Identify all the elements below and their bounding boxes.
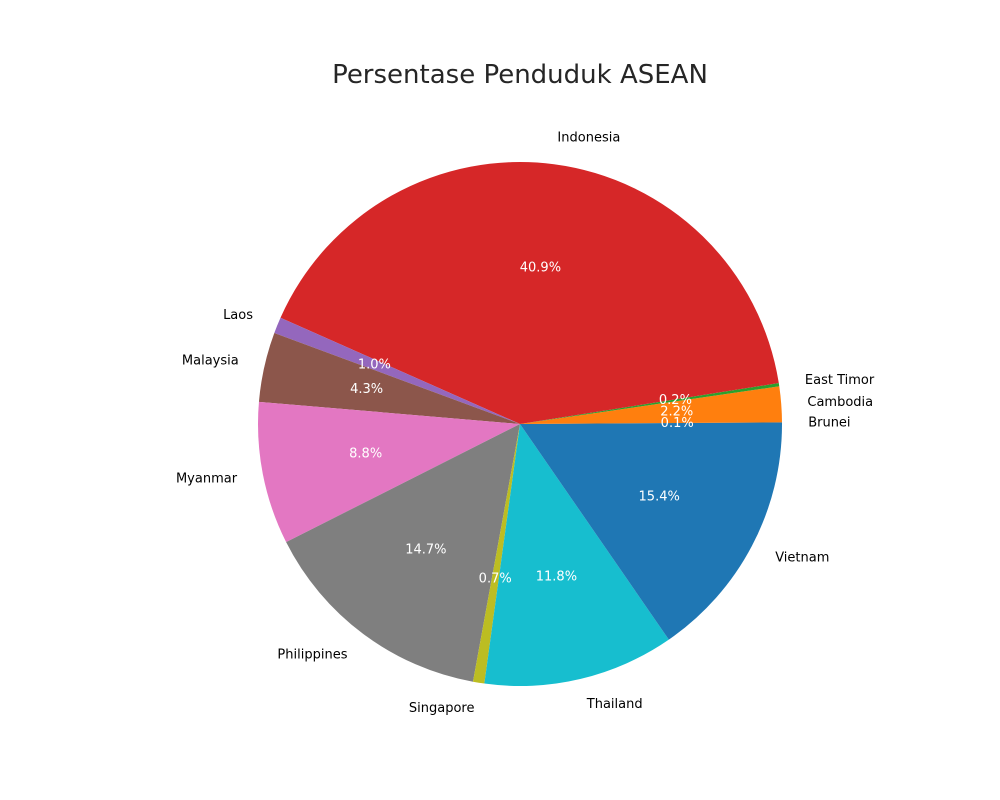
pie-slice-thailand xyxy=(484,424,669,686)
pct-label-thailand: 11.8% xyxy=(536,569,577,584)
chart-title: Persentase Penduduk ASEAN xyxy=(332,60,708,90)
pie-slice-brunei xyxy=(520,422,783,424)
pct-label-myanmar: 8.8% xyxy=(349,446,382,461)
pie-slice-singapore xyxy=(472,424,520,684)
pie-slice-vietnam xyxy=(520,424,782,640)
category-label-east-timor: East Timor xyxy=(805,373,875,388)
pie-slice-malaysia xyxy=(258,333,520,424)
pct-label-vietnam: 15.4% xyxy=(639,490,680,505)
category-label-myanmar: Myanmar xyxy=(176,471,238,486)
category-label-singapore: Singapore xyxy=(409,701,475,716)
category-label-indonesia: Indonesia xyxy=(557,131,620,146)
pie-slice-indonesia xyxy=(280,162,779,424)
pct-label-laos: 1.0% xyxy=(358,357,391,372)
pie-slice-east-timor xyxy=(520,383,780,424)
pct-label-cambodia: 2.2% xyxy=(660,405,693,420)
pct-label-east-timor: 0.2% xyxy=(659,393,692,408)
pct-label-philippines: 14.7% xyxy=(405,542,446,557)
pct-label-brunei: 0.1% xyxy=(661,416,694,431)
pct-label-indonesia: 40.9% xyxy=(520,261,561,276)
category-label-philippines: Philippines xyxy=(277,647,347,662)
pie-slice-cambodia xyxy=(520,386,782,424)
category-label-laos: Laos xyxy=(223,308,253,323)
pie-slice-myanmar xyxy=(258,401,520,543)
category-label-brunei: Brunei xyxy=(808,416,850,431)
pct-label-singapore: 0.7% xyxy=(479,572,512,587)
category-label-vietnam: Vietnam xyxy=(775,550,829,565)
category-label-cambodia: Cambodia xyxy=(807,395,873,410)
pie-slice-philippines xyxy=(286,424,520,682)
pie-slice-laos xyxy=(274,317,520,424)
category-label-thailand: Thailand xyxy=(586,697,643,712)
pct-label-malaysia: 4.3% xyxy=(350,382,383,397)
category-label-malaysia: Malaysia xyxy=(182,354,239,369)
